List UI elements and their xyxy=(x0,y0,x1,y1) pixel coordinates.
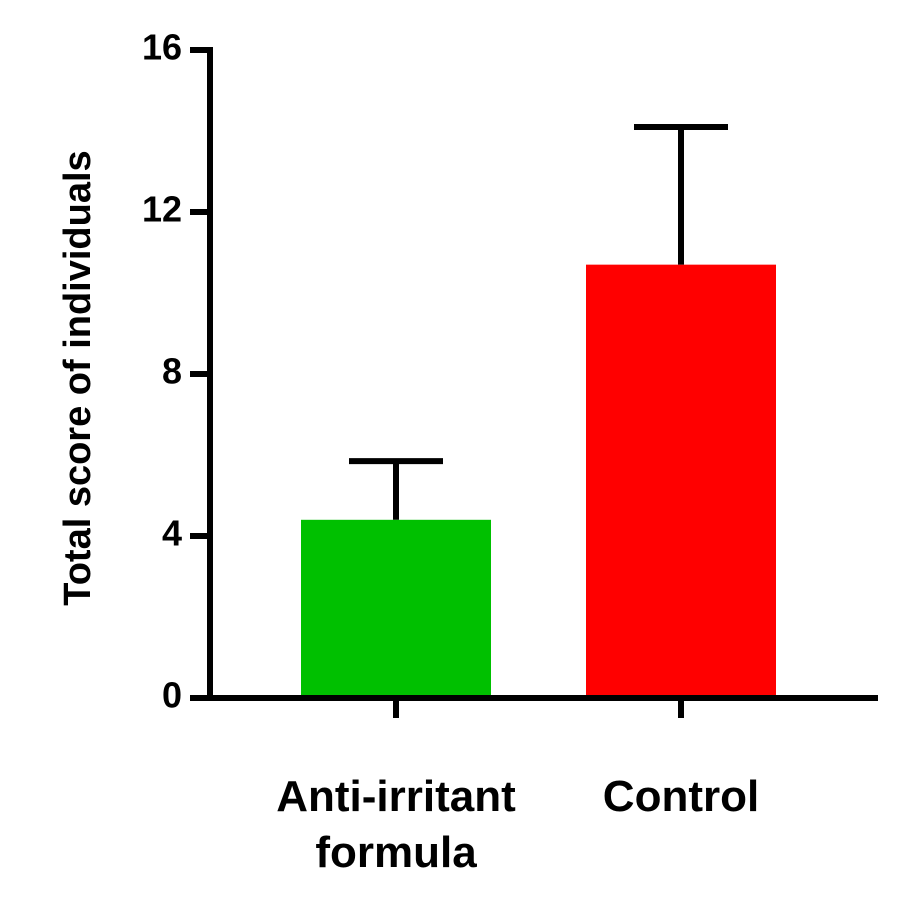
x-tick-label: Anti-irritant xyxy=(276,772,516,821)
bar xyxy=(301,519,491,698)
y-tick-label: 12 xyxy=(142,189,182,230)
y-tick-label: 16 xyxy=(142,27,182,68)
bars xyxy=(301,264,776,698)
error-bars xyxy=(349,123,728,520)
category-labels: Anti-irritant formula Control xyxy=(276,772,759,877)
bar xyxy=(586,264,776,698)
x-tick-label: Control xyxy=(603,772,759,821)
y-tick-label: 4 xyxy=(162,513,182,554)
y-tick-label: 8 xyxy=(162,351,182,392)
axes xyxy=(207,47,878,718)
x-tick-label: formula xyxy=(315,828,477,877)
y-axis-ticks: 0 4 8 12 16 xyxy=(142,27,210,716)
y-axis-label: Total score of individuals xyxy=(57,150,99,605)
y-tick-label: 0 xyxy=(162,675,182,716)
